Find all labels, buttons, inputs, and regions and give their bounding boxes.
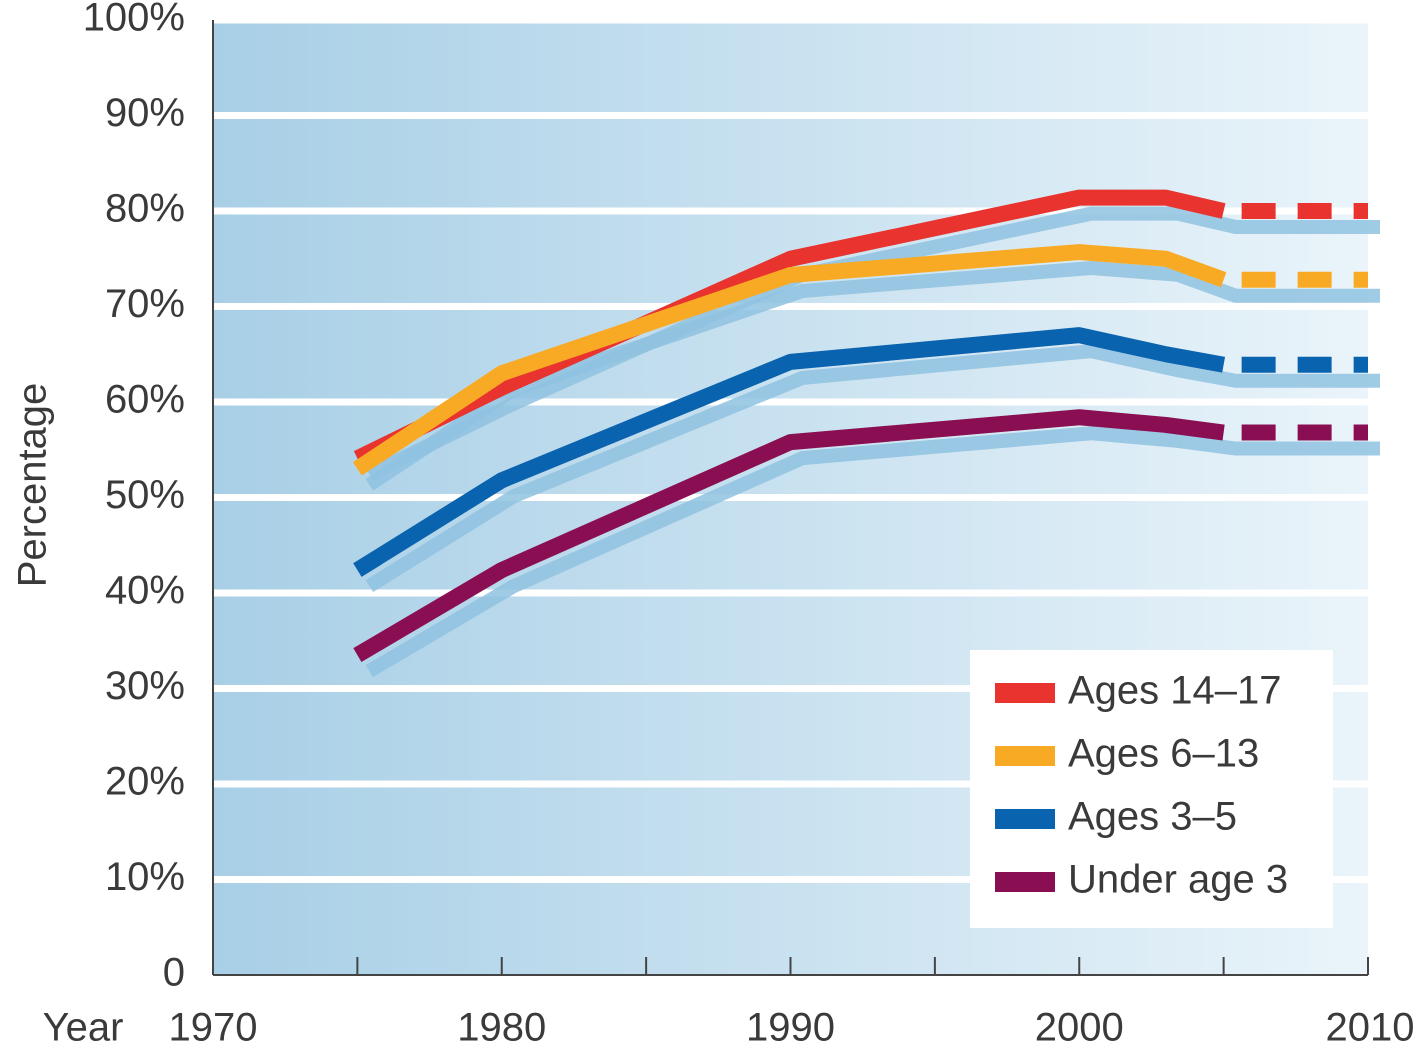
x-tick-label: 1990 bbox=[746, 1006, 835, 1050]
y-tick-label: 50% bbox=[105, 473, 185, 517]
data-line bbox=[353, 189, 1226, 466]
legend-swatch bbox=[995, 683, 1055, 703]
y-tick-label: 60% bbox=[105, 378, 185, 422]
x-tick-label: 1970 bbox=[169, 1006, 258, 1050]
legend-label: Ages 6–13 bbox=[1068, 732, 1259, 776]
y-tick-label: 70% bbox=[105, 282, 185, 326]
y-tick-label: 0 bbox=[163, 951, 185, 995]
y-tick-label: 80% bbox=[105, 187, 185, 231]
y-tick-label: 30% bbox=[105, 664, 185, 708]
line-shadow bbox=[365, 344, 1380, 593]
data-line bbox=[353, 409, 1225, 662]
legend-label: Ages 14–17 bbox=[1068, 669, 1282, 713]
y-tick-label: 10% bbox=[105, 855, 185, 899]
x-axis-label: Year bbox=[43, 1006, 124, 1050]
legend-label: Ages 3–5 bbox=[1068, 795, 1237, 839]
y-tick-label: 100% bbox=[83, 0, 185, 40]
legend-label: Under age 3 bbox=[1068, 858, 1288, 902]
y-tick-label: 90% bbox=[105, 91, 185, 135]
legend-swatch bbox=[995, 809, 1055, 829]
line-shadow bbox=[366, 206, 1380, 481]
x-tick-label: 1980 bbox=[457, 1006, 546, 1050]
y-tick-label: 40% bbox=[105, 569, 185, 613]
data-line bbox=[352, 244, 1227, 476]
legend-swatch bbox=[995, 872, 1055, 892]
y-axis-label: Percentage bbox=[11, 383, 55, 588]
y-tick-label: 20% bbox=[105, 760, 185, 804]
x-tick-label: 2010 bbox=[1326, 1006, 1415, 1050]
legend-swatch bbox=[995, 746, 1055, 766]
x-tick-label: 2000 bbox=[1035, 1006, 1124, 1050]
data-line bbox=[353, 327, 1226, 577]
line-shadow bbox=[365, 426, 1380, 678]
